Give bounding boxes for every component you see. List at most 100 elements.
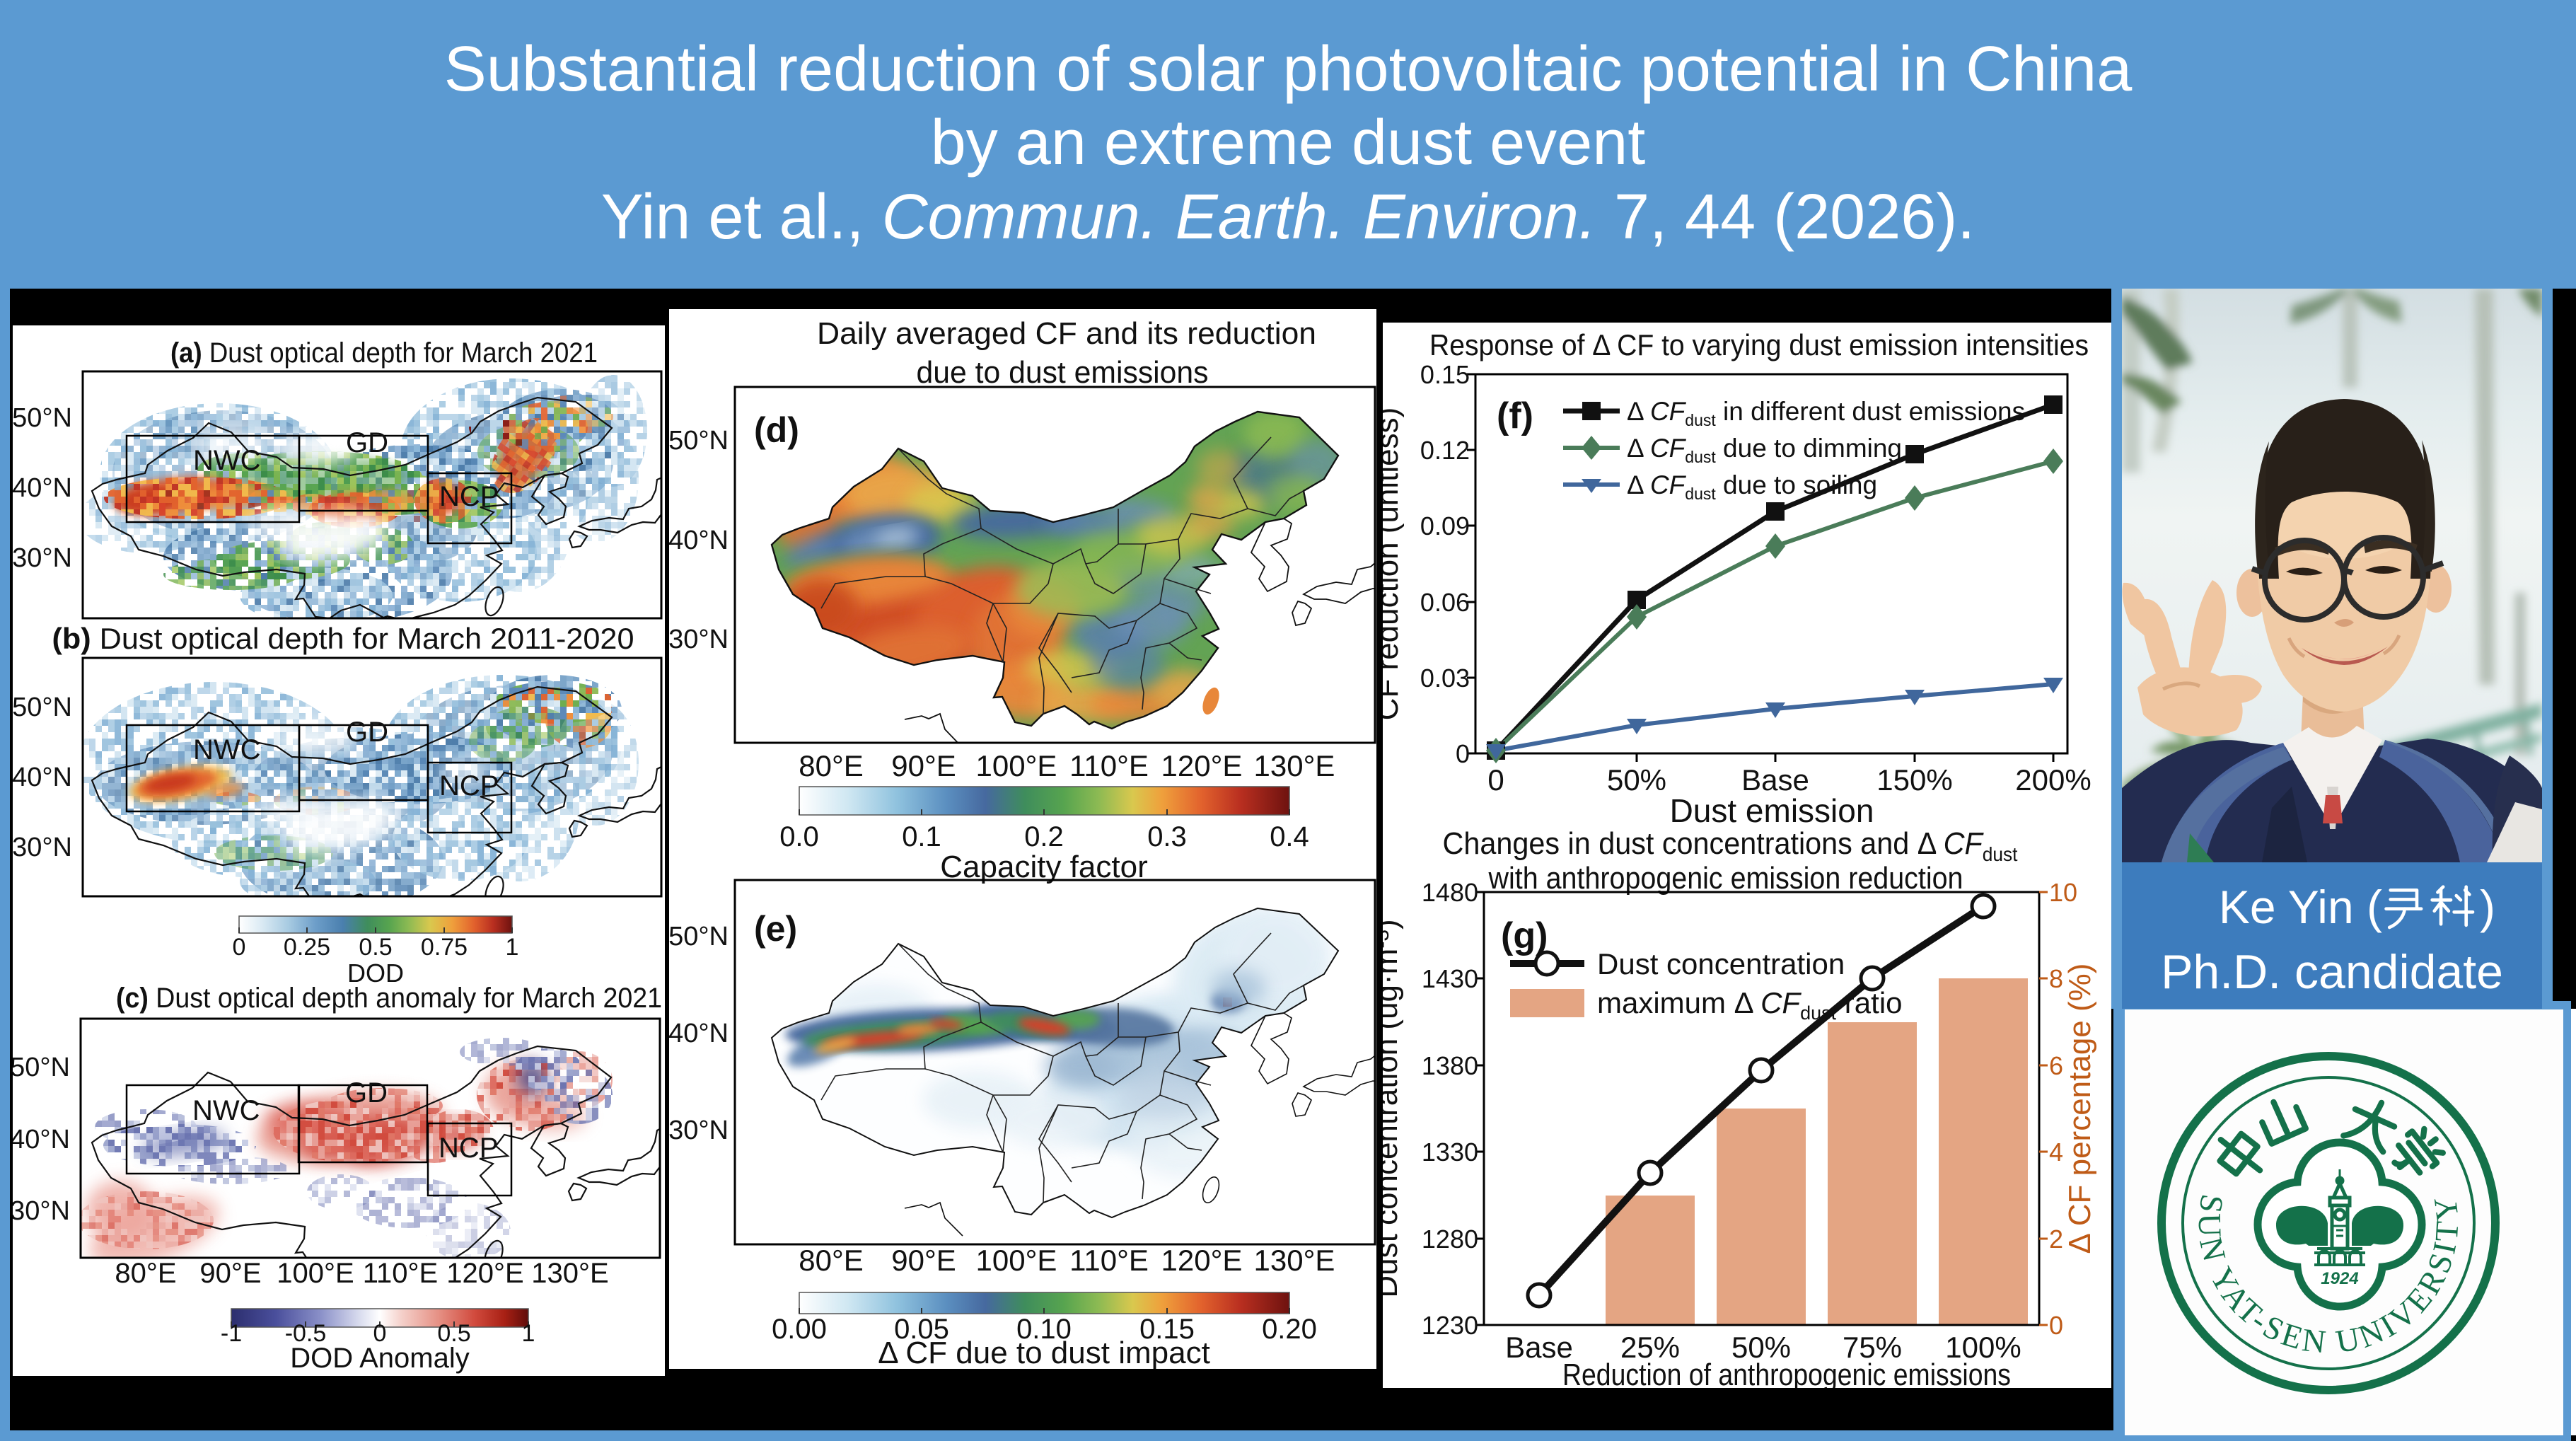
svg-text:NCP: NCP [439,770,499,801]
svg-text:(a) Dust optical depth for Mar: (a) Dust optical depth for March 2021 [170,337,598,369]
svg-text:DOD Anomaly: DOD Anomaly [290,1343,469,1374]
svg-text:GD: GD [346,427,388,458]
svg-text:30°N: 30°N [669,1116,729,1145]
svg-text:50°N: 50°N [13,693,72,722]
svg-text:DOD: DOD [347,959,404,988]
svg-text:110°E: 110°E [1069,749,1149,782]
svg-text:(c) Dust optical depth anomaly: (c) Dust optical depth anomaly for March… [116,983,662,1014]
svg-text:40°N: 40°N [669,1019,729,1048]
svg-text:1280: 1280 [1422,1225,1478,1254]
svg-text:0.15: 0.15 [1139,1314,1195,1345]
svg-text:1380: 1380 [1422,1051,1478,1080]
svg-text:8: 8 [2049,964,2063,993]
svg-text:100°E: 100°E [976,749,1057,782]
svg-text:100%: 100% [1945,1331,2021,1364]
svg-text:25%: 25% [1620,1331,1680,1364]
svg-text:30°N: 30°N [13,543,72,573]
svg-text:50°N: 50°N [669,426,729,456]
svg-text:120°E: 120°E [446,1258,523,1289]
svg-text:Dust emission: Dust emission [1670,792,1874,829]
svg-text:Dust concentration (ug·m-3): Dust concentration (ug·m-3) [1383,919,1404,1297]
svg-text:0.00: 0.00 [772,1314,827,1345]
svg-text:0.5: 0.5 [359,934,392,961]
svg-text:maximum Δ CFdust ratio: maximum Δ CFdust ratio [1597,986,1903,1024]
svg-text:(f): (f) [1497,395,1533,436]
svg-text:Δ CFdust due to dimming: Δ CFdust due to dimming [1627,434,1902,466]
svg-text:(e): (e) [754,909,797,949]
svg-text:0.0: 0.0 [779,821,819,852]
svg-text:Reduction of anthropogenic emi: Reduction of anthropogenic emissions [1562,1358,2011,1388]
svg-text:0.09: 0.09 [1420,511,1470,540]
svg-text:50°N: 50°N [669,922,729,951]
svg-text:(b) Dust optical depth for Mar: (b) Dust optical depth for March 2011-20… [52,622,634,655]
svg-text:40°N: 40°N [13,1125,70,1154]
svg-text:0.4: 0.4 [1270,821,1309,852]
svg-text:Base: Base [1741,763,1809,797]
svg-text:NWC: NWC [193,445,261,476]
svg-text:Dust concentration: Dust concentration [1597,947,1845,980]
svg-text:4: 4 [2049,1138,2063,1167]
svg-text:0: 0 [2049,1311,2063,1340]
svg-text:130°E: 130°E [1254,1244,1335,1277]
svg-text:0: 0 [233,934,246,961]
svg-text:0.25: 0.25 [284,934,330,961]
svg-text:0.20: 0.20 [1262,1314,1317,1345]
svg-text:1924: 1924 [2321,1269,2358,1288]
svg-text:0.05: 0.05 [894,1314,949,1345]
svg-text:Δ CFdust due to soiling: Δ CFdust due to soiling [1627,470,1877,503]
svg-text:NCP: NCP [439,1133,498,1164]
svg-text:Daily averaged CF and its redu: Daily averaged CF and its reduction [817,316,1316,351]
svg-text:40°N: 40°N [13,763,72,792]
svg-text:0.3: 0.3 [1147,821,1187,852]
svg-text:1480: 1480 [1422,878,1478,907]
svg-text:(d): (d) [754,410,799,450]
svg-text:130°E: 130°E [531,1258,608,1289]
svg-text:1330: 1330 [1422,1138,1478,1167]
svg-text:1230: 1230 [1422,1311,1478,1340]
svg-text:Capacity factor: Capacity factor [940,850,1147,884]
svg-text:(g): (g) [1501,915,1548,956]
svg-text:0.2: 0.2 [1024,821,1064,852]
svg-text:50°N: 50°N [13,403,72,433]
svg-text:0.10: 0.10 [1016,1314,1072,1345]
svg-text:Response of Δ CF to varying d: Response of Δ CF to varying dust emissio… [1429,328,2089,361]
svg-text:0.15: 0.15 [1420,360,1470,389]
svg-text:0: 0 [1487,763,1504,797]
svg-text:NWC: NWC [193,734,261,765]
svg-text:120°E: 120°E [1161,1244,1243,1277]
svg-text:200%: 200% [2015,763,2091,797]
svg-text:50%: 50% [1731,1331,1791,1364]
svg-text:0.1: 0.1 [902,821,941,852]
svg-text:110°E: 110°E [1069,1244,1149,1277]
svg-text:40°N: 40°N [669,526,729,555]
svg-text:1430: 1430 [1422,964,1478,993]
svg-text:GD: GD [346,717,388,748]
svg-text:0.12: 0.12 [1420,436,1470,465]
svg-text:Ke Yin (: Ke Yin ( [2219,881,2382,933]
svg-text:30°N: 30°N [669,625,729,654]
svg-text:Δ CF due to dust impact: Δ CF due to dust impact [878,1336,1210,1369]
svg-text:-0.5: -0.5 [285,1320,327,1347]
svg-text:120°E: 120°E [1161,749,1243,782]
svg-text:0.5: 0.5 [437,1320,470,1347]
svg-text:75%: 75% [1843,1331,1902,1364]
svg-text:6: 6 [2049,1051,2063,1080]
svg-text:30°N: 30°N [13,833,72,862]
svg-text:with anthropogenic emission re: with anthropogenic emission reduction [1488,861,1963,896]
svg-text:40°N: 40°N [13,473,72,503]
svg-text:Δ CFdust in different dust emi: Δ CFdust in different dust emissions [1627,397,2025,429]
svg-text:80°E: 80°E [799,749,864,782]
svg-text:Base: Base [1505,1331,1573,1364]
svg-text:CF reduction (unitless): CF reduction (unitless) [1383,407,1405,721]
svg-text:GD: GD [345,1077,388,1109]
svg-text:due to dust emissions: due to dust emissions [917,355,1209,390]
svg-text:Ph.D. candidate: Ph.D. candidate [2161,945,2503,999]
svg-text:30°N: 30°N [13,1196,70,1226]
svg-text:90°E: 90°E [199,1258,261,1289]
svg-text:NWC: NWC [192,1095,260,1126]
svg-text:150%: 150% [1876,763,1952,797]
svg-text:50%: 50% [1607,763,1666,797]
svg-text:0.75: 0.75 [421,934,468,961]
svg-text:0.03: 0.03 [1420,664,1470,693]
svg-text:NCP: NCP [439,481,499,512]
